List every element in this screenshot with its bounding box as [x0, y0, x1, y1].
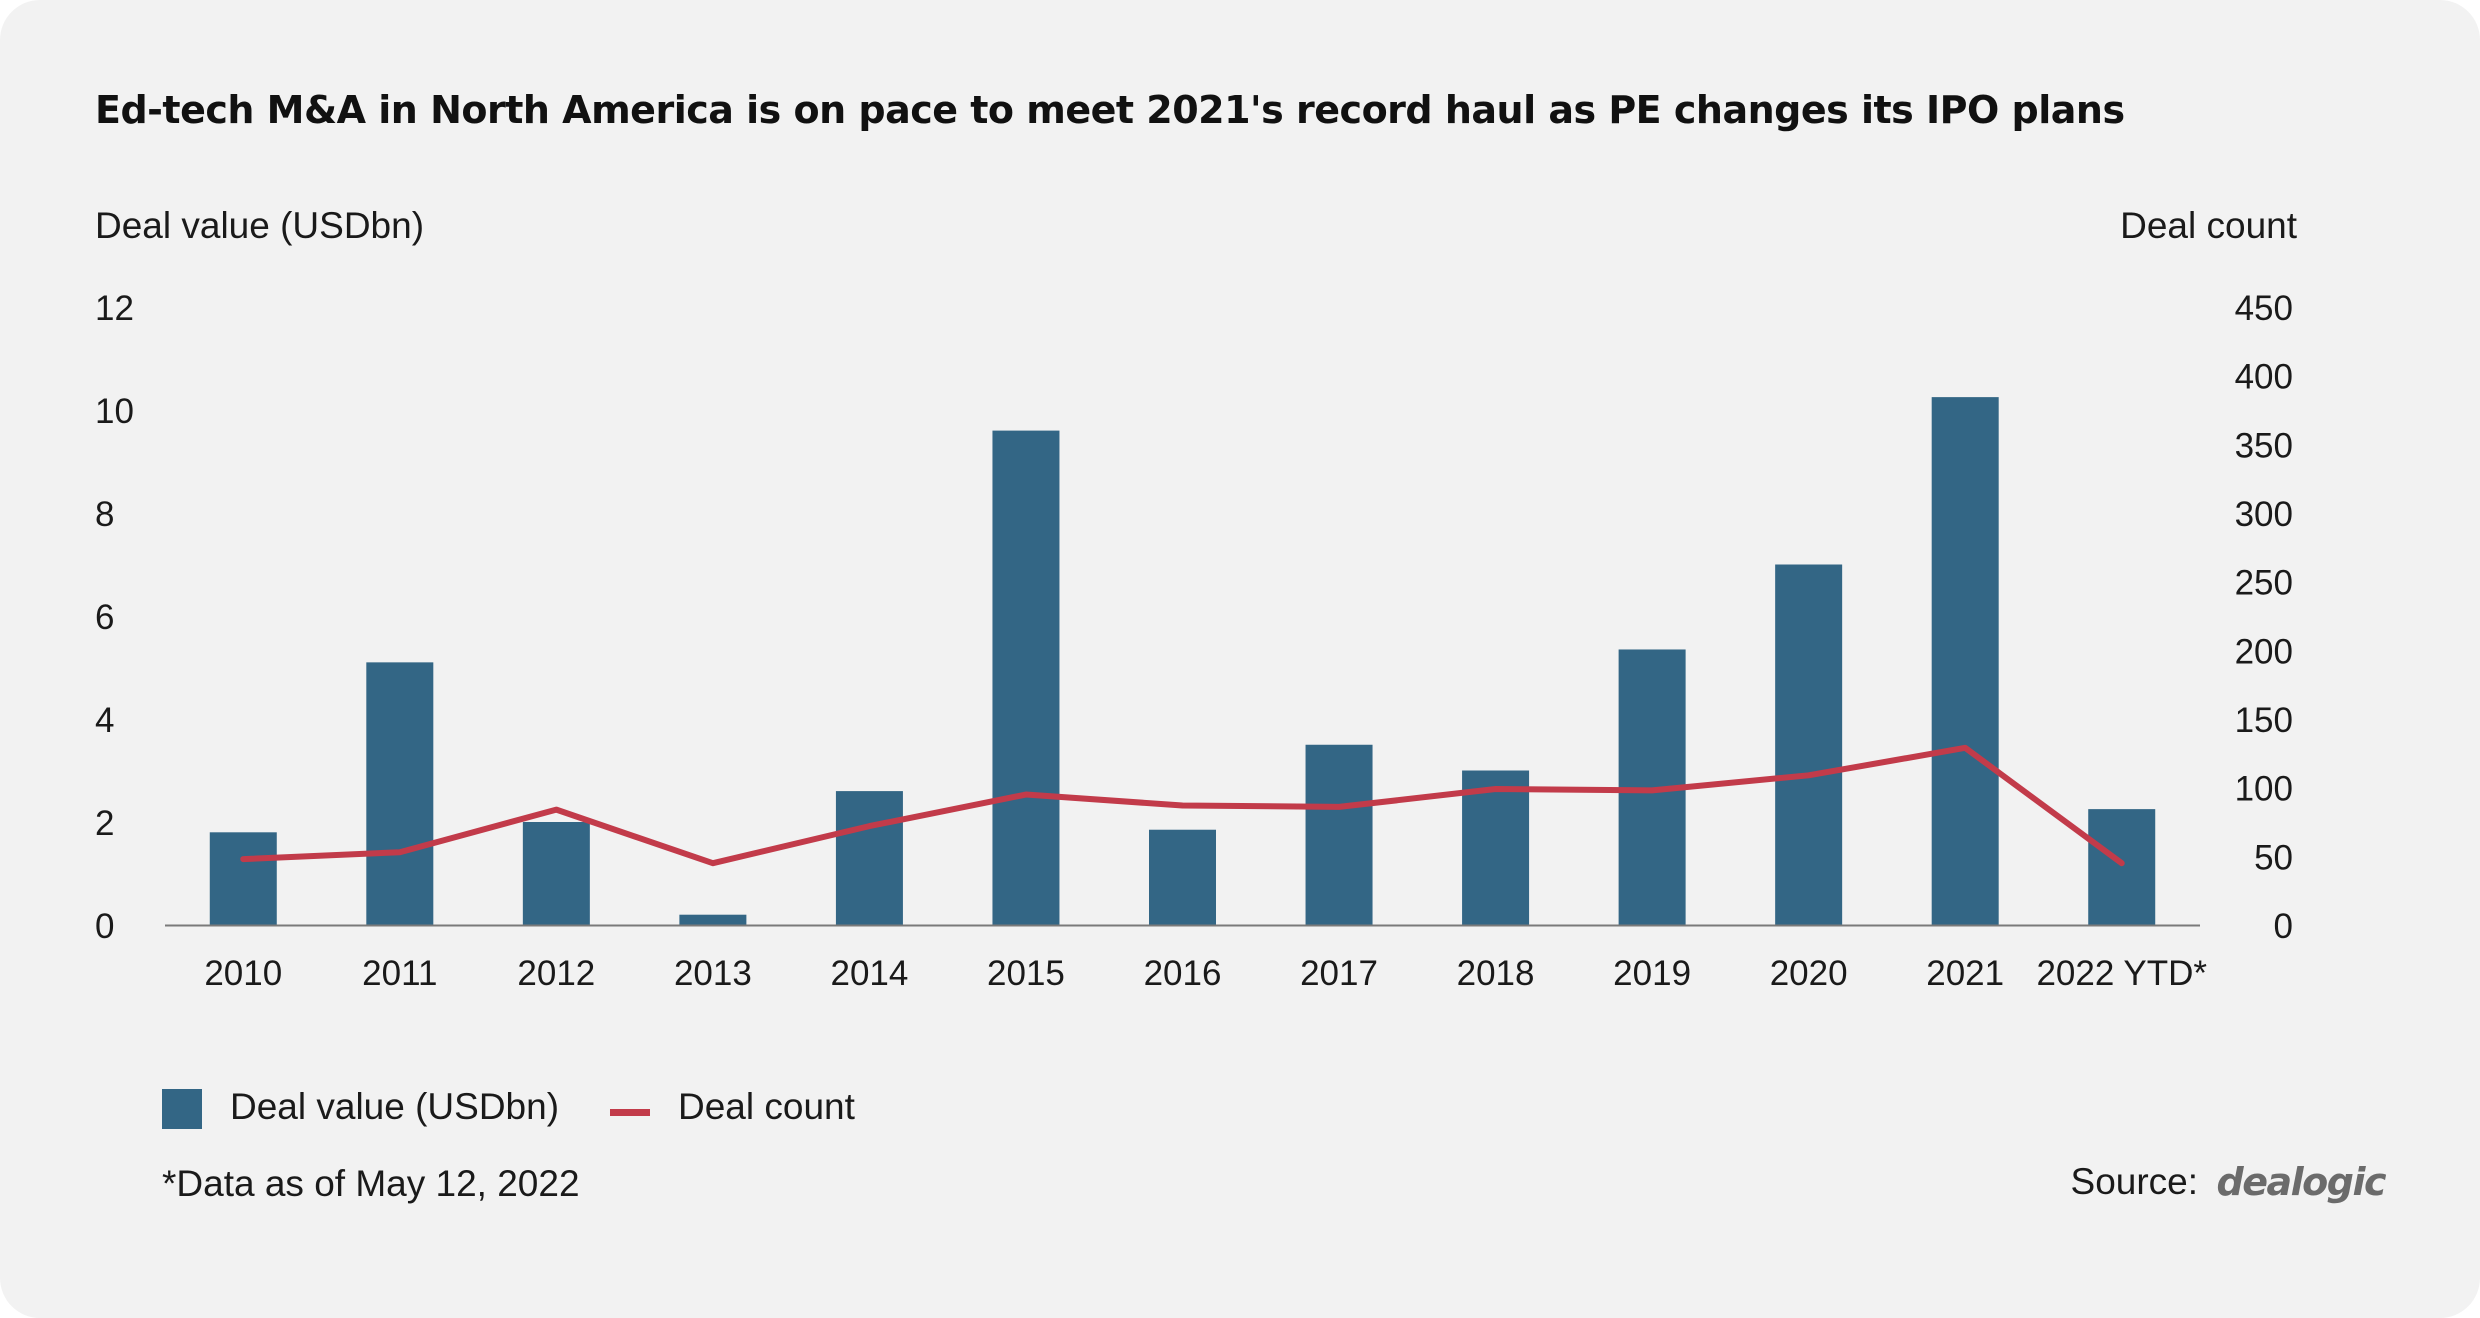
- x-tick-label: 2014: [830, 954, 908, 993]
- legend-line-swatch: [610, 1109, 650, 1116]
- bar: [209, 832, 277, 925]
- x-tick-label: 2015: [987, 954, 1065, 993]
- left-tick-labels: 0 2 4 6 8 10 12: [95, 289, 134, 946]
- bar: [1462, 770, 1530, 925]
- x-tick-label: 2011: [362, 954, 437, 993]
- right-tick-label: 50: [2254, 838, 2293, 877]
- x-tick-labels: 2010 2011 2012 2013 2014 2015 2016 2017 2018 2019…: [204, 954, 2207, 993]
- x-tick-label: 2021: [1926, 954, 2004, 993]
- x-tick-label: 2019: [1613, 954, 1691, 993]
- x-tick-label: 2013: [674, 954, 752, 993]
- x-tick-label: 2010: [204, 954, 282, 993]
- bar: [366, 662, 434, 925]
- bar: [1149, 829, 1216, 925]
- left-tick-label: 4: [95, 701, 114, 740]
- right-axis-title: Deal count: [2120, 205, 2297, 246]
- bar: [835, 791, 903, 925]
- legend-line-label: Deal count: [678, 1086, 855, 1127]
- bar: [992, 430, 1060, 925]
- left-tick-label: 10: [95, 392, 134, 431]
- right-tick-label: 250: [2235, 564, 2293, 603]
- legend-bar-label: Deal value (USDbn): [230, 1086, 560, 1127]
- left-tick-label: 2: [95, 804, 114, 843]
- left-tick-label: 6: [95, 598, 114, 637]
- x-tick-label: 2016: [1144, 954, 1222, 993]
- x-tick-label: 2022 YTD*: [2036, 954, 2207, 993]
- left-axis-title: Deal value (USDbn): [95, 205, 425, 246]
- right-tick-label: 400: [2235, 358, 2293, 397]
- bar: [2088, 809, 2156, 925]
- chart-title: Ed-tech M&A in North America is on pace …: [95, 88, 2125, 132]
- right-tick-label: 0: [2274, 907, 2293, 946]
- dealogic-logo: dealogic: [2216, 1160, 2387, 1204]
- x-tick-label: 2018: [1457, 954, 1535, 993]
- right-tick-label: 350: [2235, 426, 2293, 465]
- x-tick-label: 2017: [1300, 954, 1378, 993]
- x-tick-label: 2020: [1770, 954, 1848, 993]
- left-tick-label: 8: [95, 495, 114, 534]
- right-tick-label: 200: [2235, 632, 2293, 671]
- x-tick-label: 2012: [517, 954, 595, 993]
- right-tick-label: 150: [2235, 701, 2293, 740]
- right-tick-labels: 0 50 100 150 200 250 300 350 400 450: [2235, 289, 2293, 946]
- right-tick-label: 450: [2235, 289, 2293, 328]
- source: Source: dealogic: [2070, 1160, 2387, 1204]
- footnote: *Data as of May 12, 2022: [162, 1163, 580, 1204]
- source-label: Source:: [2070, 1161, 2199, 1202]
- bar: [679, 914, 747, 925]
- bar-series: [209, 397, 2156, 925]
- right-tick-label: 300: [2235, 495, 2293, 534]
- bar: [1931, 397, 1999, 925]
- bar: [1305, 744, 1373, 925]
- legend-bar-swatch: [162, 1089, 202, 1129]
- left-tick-label: 0: [95, 907, 114, 946]
- bar: [522, 822, 590, 925]
- right-tick-label: 100: [2235, 770, 2293, 809]
- deal-count-line: [240, 744, 2125, 867]
- bar: [1775, 564, 1843, 925]
- left-tick-label: 12: [95, 289, 134, 328]
